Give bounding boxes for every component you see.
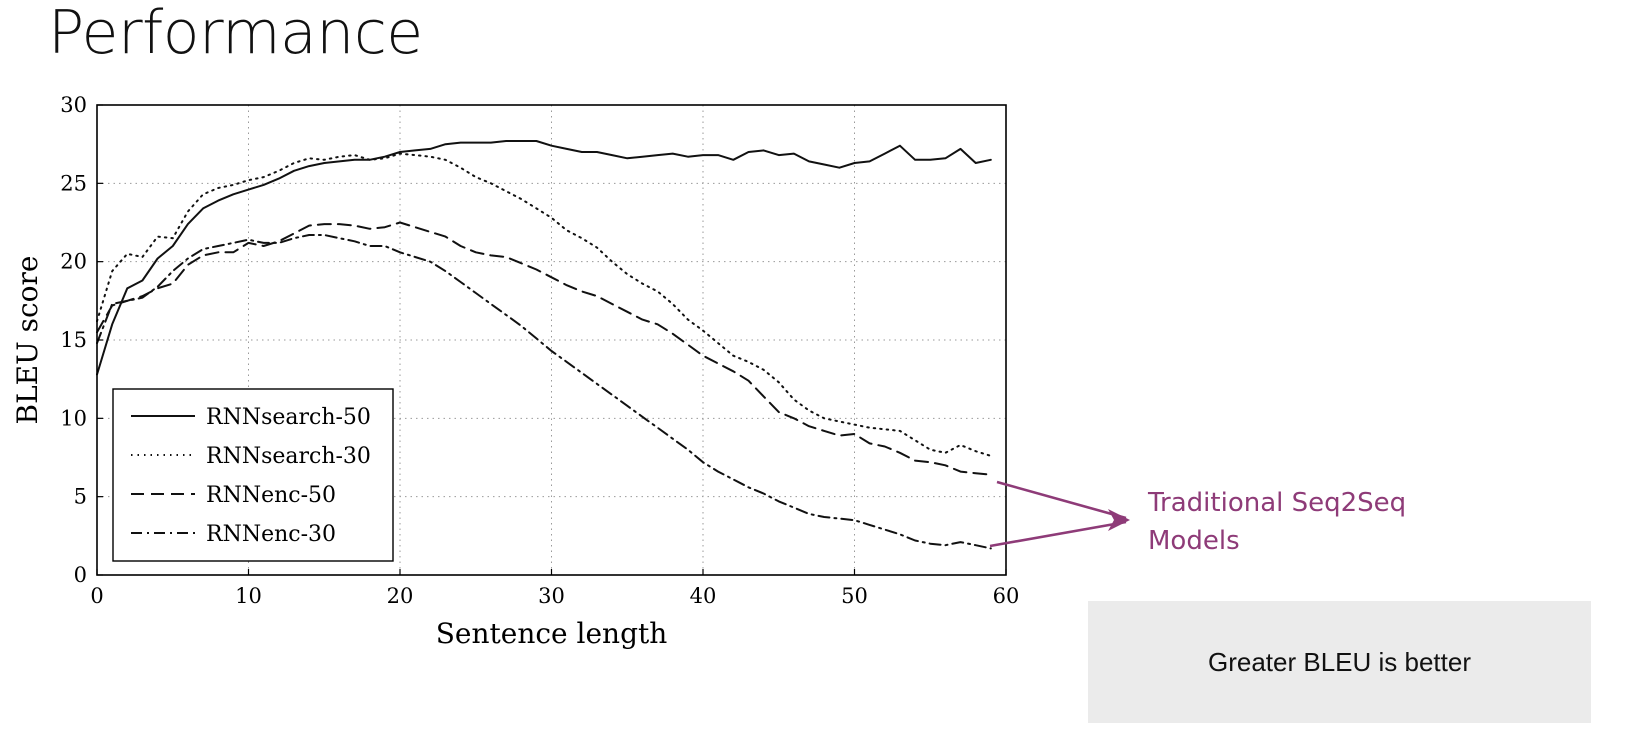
- x-tick-label: 0: [90, 584, 103, 608]
- y-tick-label: 20: [60, 250, 87, 274]
- x-tick-label: 30: [538, 584, 565, 608]
- axis-ticks: 0 10 20 30 40 50 60 0 5 10 15 20 25 30: [60, 93, 1019, 608]
- y-tick-label: 25: [60, 171, 87, 195]
- series-lines: [96, 140, 992, 550]
- chart-legend: RNNsearch-50 RNNsearch-30 RNNenc-50 RNNenc-…: [112, 388, 394, 562]
- legend-label: RNNenc-30: [206, 522, 336, 547]
- y-tick-label: 10: [60, 406, 87, 430]
- arrow-line-lower: [989, 520, 1127, 548]
- x-tick-label: 20: [387, 584, 414, 608]
- series-line-2: [96, 152, 992, 457]
- legend-label: RNNsearch-30: [206, 444, 371, 469]
- y-tick-label: 0: [74, 563, 87, 587]
- series-line-3: [96, 221, 992, 476]
- y-tick-label: 30: [60, 93, 87, 117]
- legend-label: RNNsearch-50: [206, 405, 371, 430]
- note-text: Greater BLEU is better: [1208, 646, 1471, 677]
- series-line-4: [96, 234, 992, 550]
- arrow-head-icon: [1108, 509, 1130, 531]
- arrow-line-upper: [996, 480, 1127, 520]
- x-tick-label: 40: [690, 584, 717, 608]
- annotation-arrows: [989, 480, 1130, 548]
- annotation-line-2: Models: [1148, 526, 1240, 556]
- annotation-line-1: Traditional Seq2Seq: [1148, 488, 1407, 518]
- legend-label: RNNenc-50: [206, 483, 336, 508]
- series-line-1: [96, 140, 992, 376]
- y-tick-label: 15: [60, 328, 87, 352]
- traditional-seq2seq-annotation: Traditional Seq2Seq Models: [1148, 484, 1406, 560]
- x-axis-label: Sentence length: [436, 617, 668, 650]
- x-tick-label: 10: [235, 584, 262, 608]
- x-tick-label: 50: [841, 584, 868, 608]
- y-tick-label: 5: [74, 485, 87, 509]
- note-box: Greater BLEU is better: [1088, 601, 1591, 723]
- slide-title: Performance: [48, 0, 423, 68]
- x-tick-label: 60: [993, 584, 1020, 608]
- y-axis-label: BLEU score: [11, 256, 44, 425]
